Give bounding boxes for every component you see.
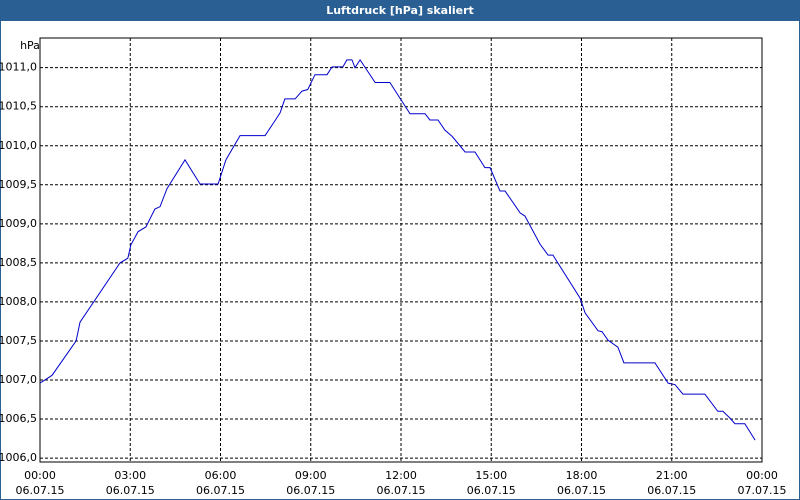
y-tick-label: 1006,0 <box>0 451 37 464</box>
y-tick-label: 1008,5 <box>0 256 37 269</box>
y-tick-label: 1010,0 <box>0 139 37 152</box>
y-tick-label: 1006,5 <box>0 412 37 425</box>
x-tick-date: 06.07.15 <box>196 484 245 497</box>
title-bar <box>0 0 800 21</box>
data-line <box>39 58 756 441</box>
x-tick-label: 03:00 <box>114 469 146 482</box>
x-tick-date: 06.07.15 <box>377 484 426 497</box>
y-tick-label: 1009,5 <box>0 178 37 191</box>
y-axis-label: hPa <box>20 39 40 52</box>
x-tick-date: 06.07.15 <box>467 484 516 497</box>
y-tick-label: 1007,5 <box>0 334 37 347</box>
y-tick-label: 1009,0 <box>0 217 37 230</box>
y-tick-label: 1008,0 <box>0 295 37 308</box>
x-tick-date: 06.07.15 <box>557 484 606 497</box>
x-tick-date: 06.07.15 <box>286 484 335 497</box>
x-tick-label: 00:00 <box>24 469 56 482</box>
x-tick-label: 12:00 <box>385 469 417 482</box>
x-tick-label: 06:00 <box>205 469 237 482</box>
y-tick-label: 1011,0 <box>0 61 37 74</box>
chart-title: Luftdruck [hPa] skaliert <box>326 4 474 17</box>
x-tick-label: 00:00 <box>746 469 778 482</box>
x-tick-label: 18:00 <box>566 469 598 482</box>
x-tick-date: 06.07.15 <box>106 484 155 497</box>
x-tick-date: 06.07.15 <box>647 484 696 497</box>
x-tick-date: 06.07.15 <box>16 484 65 497</box>
x-tick-label: 09:00 <box>295 469 327 482</box>
y-tick-label: 1010,5 <box>0 100 37 113</box>
y-tick-label: 1007,0 <box>0 373 37 386</box>
x-tick-label: 15:00 <box>475 469 507 482</box>
x-tick-label: 21:00 <box>656 469 688 482</box>
x-tick-date: 07.07.15 <box>738 484 787 497</box>
